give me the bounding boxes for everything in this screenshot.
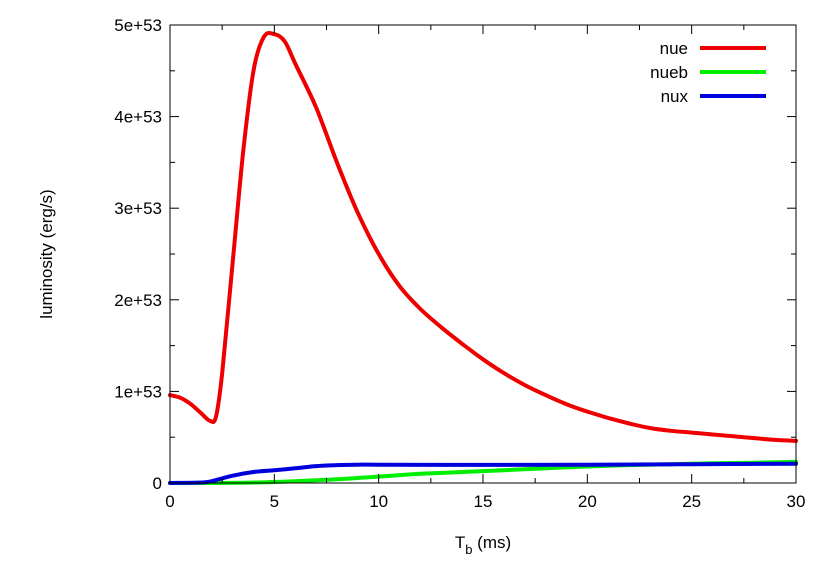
- x-axis-label: Tb (ms): [455, 533, 511, 557]
- legend-label-nue: nue: [660, 39, 688, 58]
- x-tick-label: 0: [165, 492, 174, 511]
- x-tick-label: 20: [578, 492, 597, 511]
- legend-label-nueb: nueb: [650, 63, 688, 82]
- y-tick-label: 3e+53: [114, 199, 162, 218]
- x-tick-label: 15: [474, 492, 493, 511]
- y-tick-label: 4e+53: [114, 108, 162, 127]
- series-layer: [168, 30, 798, 486]
- x-tick-label: 25: [682, 492, 701, 511]
- y-axis-label: luminosity (erg/s): [37, 189, 56, 318]
- plot-frame: [169, 24, 797, 484]
- x-tick-label: 30: [787, 492, 806, 511]
- x-tick-label: 5: [270, 492, 279, 511]
- ticks-layer: 0 5 10 15 20 25 30 0 1e+53 2e+53 3e+53 4e+53 5e+53: [114, 16, 805, 511]
- y-tick-label: 2e+53: [114, 291, 162, 310]
- legend-label-nux: nux: [661, 87, 689, 106]
- x-tick-label: 10: [369, 492, 388, 511]
- y-tick-label: 1e+53: [114, 382, 162, 401]
- y-tick-label: 5e+53: [114, 16, 162, 35]
- legend: nue nueb nux: [650, 39, 766, 106]
- y-tick-label: 0: [153, 474, 162, 493]
- series-line-nue: [168, 30, 798, 443]
